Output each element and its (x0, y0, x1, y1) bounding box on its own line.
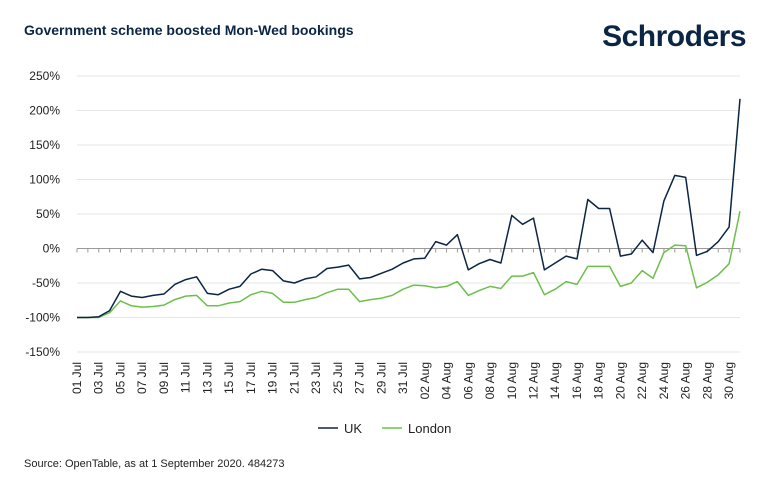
x-tick-label: 13 Jul (200, 362, 214, 394)
x-tick-label: 20 Aug (613, 362, 627, 399)
y-tick-label: -100% (25, 311, 60, 325)
legend-label-london: London (408, 421, 451, 436)
x-axis-ticks: 01 Jul 03 Jul 05 Jul 07 Jul 09 Jul 11 Jul 13 J… (70, 248, 741, 399)
y-axis-ticks: -150% -100% -50% 0% 50% 100% 150% 200% 250% (25, 69, 60, 359)
y-tick-label: 100% (29, 173, 60, 187)
x-tick-label: 30 Aug (722, 362, 736, 399)
x-tick-label: 19 Jul (266, 362, 280, 394)
y-tick-label: -50% (32, 276, 60, 290)
x-tick-label: 03 Jul (92, 362, 106, 394)
y-tick-label: 0% (43, 242, 61, 256)
y-tick-label: 200% (29, 104, 60, 118)
x-tick-label: 08 Aug (483, 362, 497, 399)
x-tick-label: 15 Jul (222, 362, 236, 394)
x-tick-label: 07 Jul (135, 362, 149, 394)
x-tick-label: 12 Aug (526, 362, 540, 399)
x-tick-label: 31 Jul (396, 362, 410, 394)
x-tick-label: 25 Jul (331, 362, 345, 394)
x-tick-label: 29 Jul (374, 362, 388, 394)
gridlines (77, 75, 740, 353)
y-tick-label: 250% (29, 69, 60, 83)
series-line-london (77, 211, 741, 319)
x-tick-label: 04 Aug (440, 362, 454, 399)
x-tick-label: 11 Jul (179, 362, 193, 393)
x-tick-label: 10 Aug (505, 362, 519, 399)
x-tick-label: 26 Aug (679, 362, 693, 399)
y-tick-label: 50% (36, 207, 60, 221)
x-tick-label: 05 Jul (113, 362, 127, 394)
y-tick-label: 150% (29, 138, 60, 152)
x-tick-label: 21 Jul (287, 362, 301, 394)
x-tick-label: 01 Jul (70, 362, 84, 394)
chart-title: Government scheme boosted Mon-Wed bookin… (24, 22, 354, 38)
series-line-uk (77, 98, 741, 319)
brand-logo: Schroders (602, 20, 746, 53)
x-tick-label: 28 Aug (700, 362, 714, 399)
x-tick-label: 17 Jul (244, 362, 258, 394)
x-tick-label: 18 Aug (592, 362, 606, 399)
x-tick-label: 27 Jul (353, 362, 367, 394)
x-tick-label: 06 Aug (461, 362, 475, 399)
x-tick-label: 22 Aug (635, 362, 649, 399)
x-tick-label: 02 Aug (418, 362, 432, 399)
source-note: Source: OpenTable, as at 1 September 202… (24, 458, 285, 470)
series-lines (77, 98, 741, 319)
x-tick-label: 16 Aug (570, 362, 584, 399)
legend: UK London (318, 421, 451, 436)
legend-label-uk: UK (344, 421, 362, 436)
x-tick-label: 23 Jul (309, 362, 323, 394)
y-tick-label: -150% (25, 345, 60, 359)
x-tick-label: 24 Aug (657, 362, 671, 399)
x-tick-label: 14 Aug (548, 362, 562, 399)
x-tick-label: 09 Jul (157, 362, 171, 394)
